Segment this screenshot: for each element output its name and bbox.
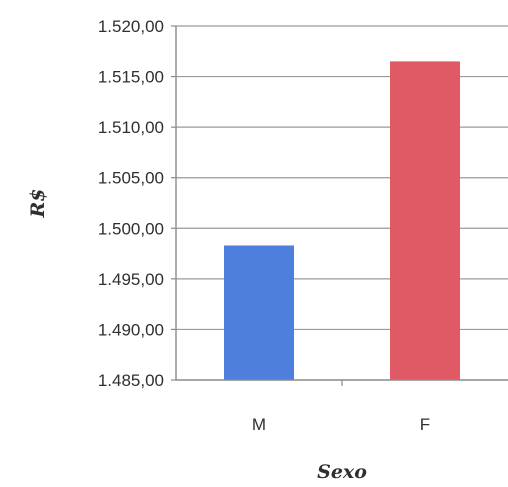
bar-f — [390, 61, 460, 381]
y-tick-label: 1.500,00 — [98, 219, 164, 238]
x-tick-label: F — [420, 415, 430, 434]
bar-m — [224, 245, 294, 380]
x-axis-title: Sexo — [317, 461, 367, 483]
axes — [171, 25, 508, 386]
y-tick-label: 1.520,00 — [98, 17, 164, 36]
x-tick-label: M — [252, 415, 266, 434]
y-tick-label: 1.505,00 — [98, 169, 164, 188]
bars — [224, 61, 460, 381]
y-axis-title: R$ — [27, 188, 49, 218]
y-tick-label: 1.510,00 — [98, 118, 164, 137]
y-tick-label: 1.490,00 — [98, 320, 164, 339]
y-tick-label: 1.485,00 — [98, 371, 164, 390]
y-tick-labels: 1.485,00 1.490,00 1.495,00 1.500,00 1.505,00… — [98, 17, 164, 390]
y-tick-label: 1.495,00 — [98, 270, 164, 289]
y-tick-label: 1.515,00 — [98, 68, 164, 87]
